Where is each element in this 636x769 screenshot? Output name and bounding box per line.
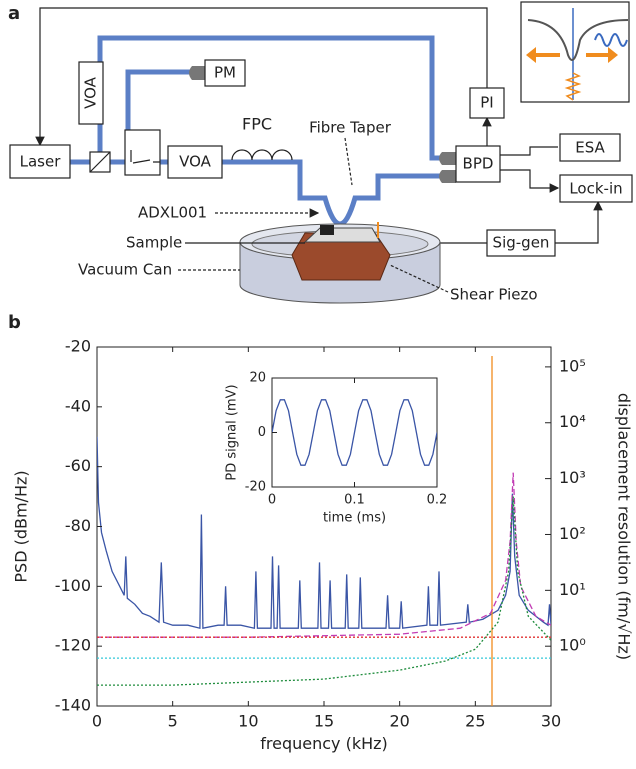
y-tick-label: -20	[245, 480, 266, 495]
bpd-box	[455, 145, 501, 183]
x-tick-label: 5	[168, 712, 178, 731]
wire	[555, 200, 603, 244]
siggen-label: Sig-gen	[493, 234, 550, 252]
vacuum-can	[239, 222, 441, 304]
voa-label: VOA	[82, 76, 100, 109]
y2-tick-label: 10²	[559, 524, 586, 543]
bpd-detectors	[439, 152, 456, 183]
y-tick-label: -40	[65, 396, 91, 415]
x-axis-label: time (ms)	[323, 511, 386, 526]
siggen-box	[486, 229, 556, 257]
lockin-label: Lock-in	[569, 180, 622, 198]
pointer	[389, 264, 449, 293]
y2-tick-label: 10⁰	[559, 636, 586, 655]
panel-label: a	[8, 3, 20, 24]
y-tick-label: 0	[258, 425, 266, 440]
esa-label: ESA	[575, 139, 605, 157]
panel-label: b	[8, 312, 21, 333]
y-tick-label: -120	[55, 636, 91, 655]
sample-label: Sample	[126, 234, 182, 252]
voa-box	[78, 61, 104, 125]
x-tick-label: 0	[92, 712, 102, 731]
y-tick-label: -140	[55, 696, 91, 715]
series-line	[97, 472, 551, 638]
switch	[130, 150, 160, 164]
x-tick-label: 0.2	[427, 493, 448, 508]
laser-box	[9, 144, 71, 179]
y2-tick-label: 10¹	[559, 580, 586, 599]
fpc-label: FPC	[242, 115, 272, 134]
x-tick-label: 30	[541, 712, 561, 731]
pi-box	[469, 87, 505, 119]
wire	[500, 146, 558, 188]
x-tick-label: 20	[389, 712, 409, 731]
feedback-wire	[35, 7, 488, 147]
y-tick-label: -20	[65, 337, 91, 356]
pm-box	[204, 59, 246, 87]
panel-a: a Laser VOA PM VOA FPC Fibre Taper PI BP…	[8, 1, 633, 304]
y-tick-label: 20	[249, 371, 266, 386]
pointer	[344, 137, 353, 186]
piezo-label: Shear Piezo	[450, 286, 538, 304]
panel-b: 0 5 10 15 20 25 30 -140 -120 -100 -80 -60 -40 -20 10⁰ 1…	[12, 337, 634, 753]
x-tick-label: 25	[465, 712, 485, 731]
series-line	[272, 399, 437, 466]
plot-clip	[97, 356, 551, 706]
x-tick-label: 0	[268, 493, 276, 508]
x-tick-label: 0.1	[344, 493, 365, 508]
fpc-loops	[231, 149, 293, 161]
beam-splitter-line	[89, 151, 111, 173]
pm-label: PM	[214, 64, 236, 82]
laser-label: Laser	[20, 153, 62, 171]
esa-box	[559, 133, 621, 162]
y-tick-label: -80	[65, 516, 91, 535]
vacuum-can-label: Vacuum Can	[78, 261, 172, 279]
pm-detector	[189, 66, 205, 80]
y-tick-label: -100	[55, 576, 91, 595]
bpd-label: BPD	[463, 155, 494, 173]
plot-clip	[272, 399, 437, 466]
x-tick-label: 15	[314, 712, 334, 731]
y2-tick-label: 10³	[559, 468, 586, 487]
series-line	[97, 436, 551, 630]
lockin-box	[559, 174, 633, 203]
y2-tick-label: 10⁴	[559, 412, 586, 431]
y-axis-label: PSD (dBm/Hz)	[12, 470, 31, 582]
x-tick-label: 10	[238, 712, 258, 731]
taper-label: Fibre Taper	[309, 119, 392, 137]
y-axis-label: PD signal (mV)	[225, 384, 240, 480]
adxl-label: ADXL001	[138, 204, 207, 222]
pi-label: PI	[480, 94, 493, 112]
y2-tick-label: 10⁵	[559, 356, 586, 375]
voa-box	[167, 145, 223, 179]
switch-box	[124, 129, 161, 176]
y2-label: displacement resolution (fm/√Hz)	[615, 393, 634, 660]
x-axis-label: frequency (kHz)	[260, 734, 388, 753]
fibre	[125, 69, 192, 150]
inset-sketch	[520, 1, 630, 103]
y-tick-label: -60	[65, 456, 91, 475]
voa-label: VOA	[179, 153, 212, 171]
